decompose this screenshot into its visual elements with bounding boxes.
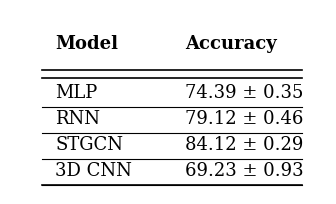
Text: 69.23 ± 0.93: 69.23 ± 0.93: [185, 162, 304, 180]
Text: 74.39 ± 0.35: 74.39 ± 0.35: [185, 84, 304, 102]
Text: 3D CNN: 3D CNN: [55, 162, 132, 180]
Text: MLP: MLP: [55, 84, 97, 102]
Text: Model: Model: [55, 35, 118, 53]
Text: 84.12 ± 0.29: 84.12 ± 0.29: [185, 136, 304, 154]
Text: STGCN: STGCN: [55, 136, 123, 154]
Text: RNN: RNN: [55, 110, 100, 128]
Text: Accuracy: Accuracy: [185, 35, 277, 53]
Text: 79.12 ± 0.46: 79.12 ± 0.46: [185, 110, 304, 128]
